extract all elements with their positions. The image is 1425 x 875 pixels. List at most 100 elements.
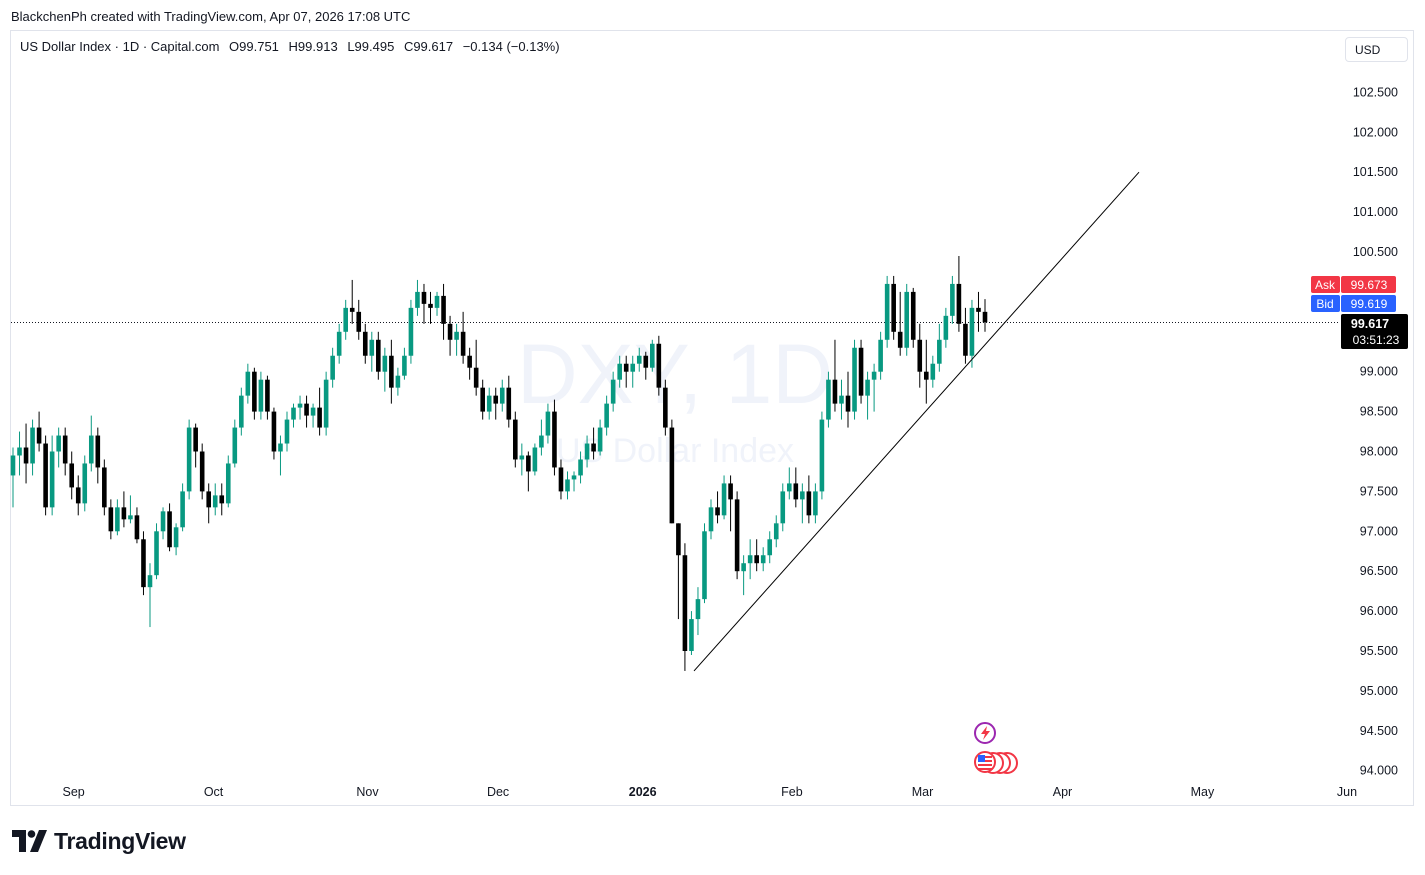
candle-body [395, 375, 401, 388]
candle [180, 483, 185, 532]
candle [30, 419, 35, 476]
candle [741, 555, 746, 596]
tradingview-logo[interactable]: TradingView [12, 826, 186, 856]
candle [597, 419, 603, 456]
candle [669, 419, 675, 524]
candle [917, 323, 923, 388]
price-axis-label: 101.000 [1353, 205, 1398, 219]
candle-body [715, 507, 720, 516]
candle [976, 291, 981, 332]
candle [708, 499, 714, 540]
candle-body [317, 407, 322, 428]
candle [656, 335, 662, 396]
candle-body [382, 355, 388, 372]
candle-body [930, 363, 936, 380]
candle-body [506, 387, 512, 420]
candle-body [460, 331, 466, 356]
candle [330, 347, 335, 388]
candle-body [434, 295, 440, 308]
candle [617, 355, 622, 388]
candle-body [69, 463, 75, 488]
candle-body [721, 483, 727, 516]
time-axis-label: Mar [912, 785, 934, 799]
candle-body [708, 507, 714, 532]
candle-body [115, 507, 120, 532]
candle-body [219, 495, 225, 504]
candle [545, 403, 551, 444]
candle-body [754, 555, 759, 564]
candle [115, 499, 120, 536]
candle [193, 423, 198, 468]
candle [591, 427, 596, 460]
candle-body [336, 331, 342, 356]
candle-body [408, 307, 414, 356]
candle-body [917, 339, 923, 372]
candle-body [369, 339, 375, 356]
time-axis-label: Dec [487, 785, 509, 799]
candle [643, 351, 649, 380]
candle [317, 387, 322, 436]
candle-body [845, 395, 851, 412]
candle-body [728, 483, 733, 500]
candle [428, 291, 433, 324]
candle-body [454, 331, 459, 340]
candle [930, 355, 936, 388]
candle-body [552, 411, 557, 468]
price-axis-label: 99.000 [1360, 365, 1398, 379]
candle-body [291, 407, 296, 420]
candle [826, 371, 831, 428]
candle-body [734, 499, 740, 572]
candle-body [493, 395, 499, 404]
candle-body [297, 403, 303, 408]
candle-body [212, 495, 218, 508]
candle [186, 419, 192, 500]
candle [232, 419, 238, 468]
candle-body [102, 467, 107, 508]
candle [773, 515, 779, 548]
candle [291, 403, 296, 428]
candle [956, 255, 962, 332]
candle-body [252, 371, 257, 412]
bid-label: Bid [1316, 297, 1333, 311]
last-price-tag: 99.617 03:51:23 [1341, 314, 1408, 349]
candle [734, 491, 740, 580]
candle [702, 523, 707, 604]
candle-body [88, 435, 94, 464]
time-axis-label: Sep [63, 785, 85, 799]
candle [75, 475, 81, 516]
flash-event-icon[interactable] [974, 722, 996, 744]
candle-body [806, 491, 812, 516]
candle-body [128, 515, 133, 520]
candle-body [206, 491, 212, 508]
price-axis[interactable]: 102.500 102.000 101.500 101.000 100.500 99.00… [1353, 85, 1398, 777]
candle [584, 435, 590, 468]
candle [558, 459, 564, 500]
time-axis[interactable]: Sep Oct Nov Dec 2026 Feb Mar Apr May Jun [63, 785, 1358, 799]
candle [604, 395, 609, 436]
candle [493, 387, 499, 420]
candle [578, 451, 583, 484]
us-flag-event-icon[interactable] [974, 751, 1018, 774]
candle [865, 371, 870, 420]
symbol-legend[interactable]: US Dollar Index · 1D · Capital.com O99.7… [20, 39, 566, 54]
candle-body [362, 331, 368, 356]
price-axis-label: 96.500 [1360, 564, 1398, 578]
candle-body [10, 455, 16, 476]
candle-body [773, 523, 779, 540]
candle [147, 563, 153, 628]
candle [265, 375, 270, 420]
candle [199, 443, 205, 500]
candle [408, 299, 414, 364]
candle-body [943, 315, 949, 340]
bid-value: 99.619 [1351, 297, 1388, 311]
candle [839, 379, 844, 420]
candle [271, 407, 277, 460]
candle [943, 307, 949, 348]
currency-button[interactable]: USD [1345, 37, 1408, 62]
candle-body [650, 343, 655, 368]
candle-body [193, 427, 198, 452]
trendline[interactable] [693, 171, 1140, 672]
legend-high: H99.913 [288, 39, 338, 54]
candle-body [741, 563, 746, 572]
